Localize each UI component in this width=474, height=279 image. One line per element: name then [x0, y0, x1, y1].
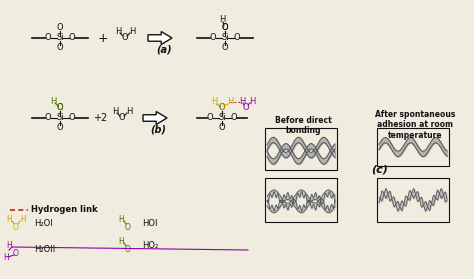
Text: O: O: [57, 124, 64, 133]
Bar: [377, 128, 449, 166]
Text: H₂OI: H₂OI: [34, 218, 53, 227]
Text: O: O: [13, 222, 19, 232]
Text: Before direct
bonding: Before direct bonding: [274, 116, 331, 135]
Text: O: O: [13, 249, 19, 258]
Polygon shape: [148, 32, 172, 44]
Text: Si: Si: [221, 33, 229, 42]
Text: O: O: [69, 33, 75, 42]
Text: O: O: [219, 104, 225, 112]
Text: H: H: [115, 27, 121, 35]
Text: H: H: [6, 240, 12, 249]
Text: H: H: [112, 107, 118, 116]
Text: H: H: [126, 107, 132, 116]
Text: O: O: [219, 104, 225, 112]
Text: H: H: [3, 254, 9, 263]
Text: H: H: [118, 237, 124, 246]
Text: Si: Si: [56, 114, 64, 122]
Text: O: O: [122, 32, 128, 42]
Text: Si: Si: [218, 114, 226, 122]
Text: H₂OII: H₂OII: [34, 244, 55, 254]
Text: H: H: [249, 97, 255, 105]
Text: H: H: [219, 16, 225, 25]
Text: H: H: [50, 97, 56, 105]
Text: O: O: [222, 44, 228, 52]
Text: After spontaneous
adhesion at room
temperature: After spontaneous adhesion at room tempe…: [375, 110, 455, 140]
Text: O: O: [45, 114, 51, 122]
Text: (a): (a): [156, 45, 172, 55]
Text: H: H: [20, 215, 26, 223]
Text: O: O: [210, 33, 216, 42]
Text: O: O: [243, 104, 249, 112]
Text: (c): (c): [372, 165, 388, 175]
Bar: [265, 178, 337, 222]
Text: H: H: [227, 97, 233, 107]
Polygon shape: [143, 112, 167, 124]
Bar: [377, 178, 449, 222]
Text: O: O: [57, 23, 64, 32]
Text: O: O: [219, 124, 225, 133]
Text: O: O: [118, 112, 125, 121]
Text: Hydrogen link: Hydrogen link: [31, 206, 98, 215]
Text: O: O: [57, 104, 64, 112]
Text: HOI: HOI: [142, 218, 157, 227]
Text: HO₂: HO₂: [142, 240, 158, 249]
Text: H: H: [6, 215, 12, 223]
Text: O: O: [45, 33, 51, 42]
Text: O: O: [222, 23, 228, 32]
Text: (b): (b): [150, 125, 166, 135]
Bar: [265, 128, 337, 170]
Text: O: O: [207, 114, 213, 122]
Text: +: +: [98, 32, 109, 44]
Text: H: H: [211, 97, 217, 107]
Text: H: H: [129, 27, 135, 35]
Text: O: O: [69, 114, 75, 122]
Text: O: O: [222, 23, 228, 32]
Text: O: O: [57, 104, 64, 112]
Text: O: O: [125, 244, 131, 254]
Text: +2: +2: [93, 113, 107, 123]
Text: O: O: [57, 44, 64, 52]
Text: H: H: [118, 215, 124, 223]
Text: O: O: [125, 222, 131, 232]
Text: Si: Si: [56, 33, 64, 42]
Text: H: H: [239, 97, 245, 105]
Text: O: O: [234, 33, 240, 42]
Text: O: O: [231, 114, 237, 122]
